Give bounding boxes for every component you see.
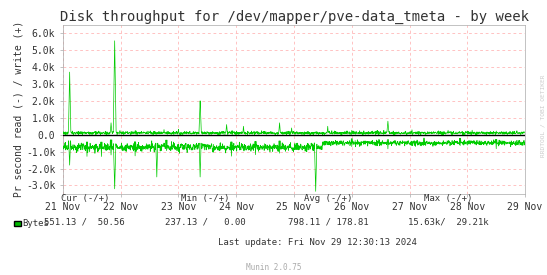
Y-axis label: Pr second read (-) / write (+): Pr second read (-) / write (+) xyxy=(13,21,23,197)
Text: Cur (-/+): Cur (-/+) xyxy=(61,194,109,203)
Text: Max (-/+): Max (-/+) xyxy=(424,194,473,203)
Text: Munin 2.0.75: Munin 2.0.75 xyxy=(246,263,301,272)
Text: 798.11 / 178.81: 798.11 / 178.81 xyxy=(288,217,369,226)
Text: Avg (-/+): Avg (-/+) xyxy=(304,194,352,203)
Text: RRDTOOL / TOBI OETIKER: RRDTOOL / TOBI OETIKER xyxy=(541,74,546,157)
Text: 551.13 /  50.56: 551.13 / 50.56 xyxy=(44,217,125,226)
Title: Disk throughput for /dev/mapper/pve-data_tmeta - by week: Disk throughput for /dev/mapper/pve-data… xyxy=(60,10,528,24)
Text: 15.63k/  29.21k: 15.63k/ 29.21k xyxy=(408,217,489,226)
Text: Last update: Fri Nov 29 12:30:13 2024: Last update: Fri Nov 29 12:30:13 2024 xyxy=(218,238,417,247)
Text: Bytes: Bytes xyxy=(22,219,49,227)
Text: Min (-/+): Min (-/+) xyxy=(181,194,229,203)
Text: 237.13 /   0.00: 237.13 / 0.00 xyxy=(165,217,246,226)
